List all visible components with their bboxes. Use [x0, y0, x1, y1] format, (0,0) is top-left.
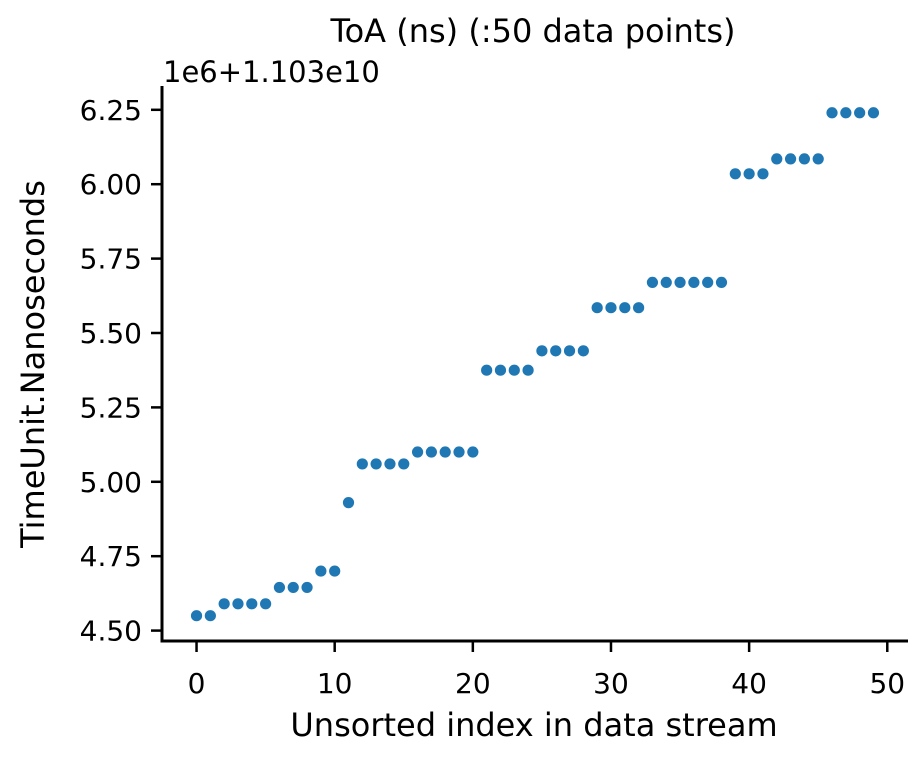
data-point	[273, 581, 286, 594]
data-point	[605, 302, 617, 314]
data-point	[550, 345, 562, 357]
data-point	[702, 276, 714, 289]
data-point	[854, 107, 866, 119]
x-tick-label: 0	[188, 667, 206, 700]
data-point	[481, 364, 493, 376]
data-point	[826, 107, 838, 119]
y-axis-ticks: 4.50 4.75 5.00 5.25 5.50 5.75 6.00 6.25	[80, 94, 162, 648]
x-axis-label: Unsorted index in data stream	[290, 706, 777, 744]
data-point	[771, 153, 783, 165]
data-point	[204, 610, 216, 622]
y-axis-label: TimeUnit.Nanoseconds	[14, 180, 52, 549]
data-point	[522, 364, 534, 376]
x-tick-label: 50	[869, 667, 905, 700]
data-point	[563, 345, 576, 357]
data-point	[398, 458, 410, 470]
data-point	[798, 153, 810, 165]
y-tick-label: 5.25	[80, 391, 142, 424]
data-point	[232, 598, 244, 610]
data-point	[619, 302, 631, 314]
x-tick-label: 20	[455, 667, 491, 700]
data-point	[508, 364, 520, 376]
data-point	[757, 168, 769, 180]
data-point	[384, 458, 396, 470]
data-point	[688, 276, 700, 289]
data-point	[591, 302, 603, 314]
data-point	[660, 276, 672, 289]
data-point	[329, 565, 341, 577]
data-point	[315, 565, 327, 577]
y-tick-label: 5.00	[80, 466, 142, 499]
data-point	[370, 458, 382, 470]
data-point	[467, 446, 479, 458]
x-tick-label: 40	[731, 667, 767, 700]
x-tick-label: 30	[593, 667, 629, 700]
x-tick-label: 10	[317, 667, 353, 700]
y-offset-label: 1e6+1.103e10	[163, 55, 380, 89]
chart-title: ToA (ns) (:50 data points)	[329, 12, 735, 50]
data-point	[411, 446, 424, 458]
data-point	[342, 497, 355, 509]
data-point	[453, 446, 465, 458]
data-point	[190, 610, 203, 622]
y-tick-label: 5.50	[80, 317, 142, 350]
data-points	[190, 107, 880, 622]
data-point	[646, 276, 659, 289]
data-point	[577, 345, 589, 357]
data-point	[425, 446, 437, 458]
y-tick-label: 4.75	[80, 540, 142, 573]
data-point	[301, 581, 313, 594]
data-point	[439, 446, 451, 458]
y-tick-label: 6.00	[80, 168, 142, 201]
data-point	[674, 276, 686, 289]
x-axis-ticks: 0 10 20 30 40 50	[188, 641, 905, 700]
y-tick-label: 5.75	[80, 243, 142, 276]
data-point	[812, 153, 824, 165]
data-point	[218, 598, 230, 610]
data-point	[536, 345, 548, 357]
y-tick-label: 4.50	[80, 615, 142, 648]
data-point	[260, 598, 272, 610]
data-point	[840, 107, 852, 119]
y-tick-label: 6.25	[80, 94, 142, 127]
data-point	[633, 302, 645, 314]
data-point	[246, 598, 258, 610]
data-point	[356, 458, 368, 470]
data-point	[729, 168, 741, 180]
data-point	[743, 168, 755, 180]
data-point	[867, 107, 880, 119]
data-point	[715, 276, 728, 289]
data-point	[494, 364, 507, 376]
data-point	[784, 153, 797, 165]
data-point	[287, 581, 299, 594]
